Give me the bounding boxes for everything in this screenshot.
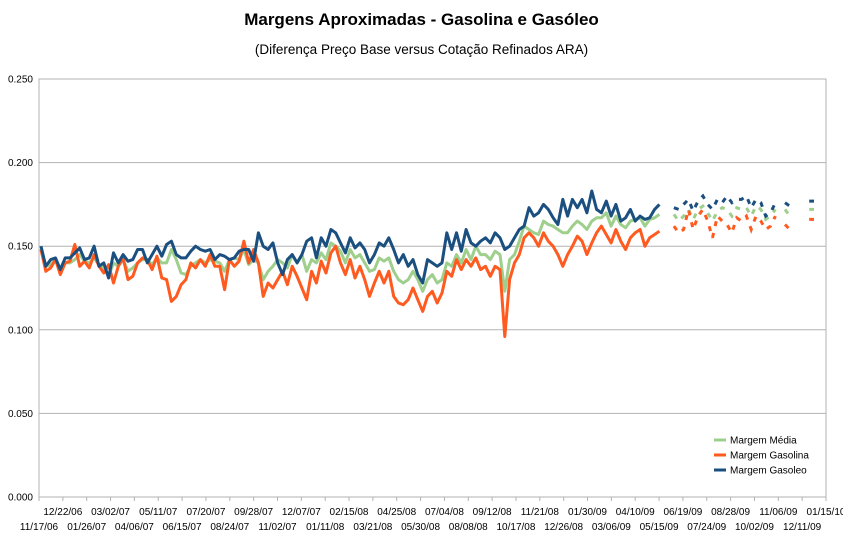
legend-label: Margem Gasoleo [730, 466, 807, 477]
x-tick-label: 11/17/06 [20, 522, 59, 533]
y-tick-label: 0.150 [8, 242, 33, 253]
x-tick-label: 04/10/09 [616, 507, 655, 518]
x-tick-label: 12/26/08 [544, 522, 583, 533]
x-tick-label: 01/11/08 [306, 522, 345, 533]
y-tick-label: 0.200 [8, 158, 33, 169]
gridlines [38, 78, 827, 498]
x-tick-label: 12/22/06 [43, 507, 82, 518]
x-tick-label: 03/21/08 [353, 522, 392, 533]
x-tick-label: 06/19/09 [663, 507, 702, 518]
x-tick-label: 05/11/07 [139, 507, 178, 518]
chart-subtitle: (Diferença Preço Base versus Cotação Ref… [254, 42, 589, 57]
x-axis-ticks: 11/17/06 01/26/07 04/06/07 06/15/07 08/24/07… [20, 497, 843, 533]
series-line-dashed-1 [672, 206, 814, 239]
x-tick-label: 04/25/08 [377, 507, 416, 518]
legend-label: Margem Gasolina [730, 451, 809, 462]
x-tick-label: 02/15/08 [330, 507, 369, 518]
x-tick-label: 09/12/08 [473, 507, 512, 518]
x-tick-label: 11/06/09 [759, 507, 798, 518]
x-tick-label: 11/02/07 [258, 522, 297, 533]
plot-frame [38, 78, 827, 498]
y-tick-label: 0.050 [8, 409, 33, 420]
x-tick-label: 03/02/07 [91, 507, 130, 518]
x-tick-label: 09/28/07 [234, 507, 273, 518]
y-tick-label: 0.000 [8, 493, 33, 504]
x-tick-label: 07/04/08 [425, 507, 464, 518]
y-tick-label: 0.250 [8, 75, 33, 86]
x-tick-label: 11/21/08 [521, 507, 560, 518]
x-tick-label: 05/30/08 [401, 522, 440, 533]
x-tick-label: 01/30/09 [568, 507, 607, 518]
x-tick-label: 10/17/08 [497, 522, 536, 533]
y-axis-ticks: 0.000 0.050 0.100 0.150 0.200 0.250 [8, 75, 33, 504]
series-line-2 [39, 189, 661, 285]
x-tick-label: 08/24/07 [210, 522, 249, 533]
series-line-dashed-0 [672, 203, 814, 225]
x-tick-label: 07/20/07 [186, 507, 225, 518]
series-lines [39, 189, 814, 338]
x-tick-label: 12/07/07 [282, 507, 321, 518]
legend-label: Margem Média [730, 436, 797, 447]
x-tick-label: 07/24/09 [687, 522, 726, 533]
series-line-0 [39, 211, 661, 293]
x-tick-label: 01/15/10 [807, 507, 843, 518]
x-tick-label: 05/15/09 [640, 522, 679, 533]
x-tick-label: 12/11/09 [783, 522, 822, 533]
x-tick-label: 08/08/08 [449, 522, 488, 533]
x-tick-label: 06/15/07 [163, 522, 202, 533]
legend: Margem Média Margem Gasolina Margem Gasole… [714, 436, 809, 477]
x-tick-label: 10/02/09 [735, 522, 774, 533]
x-tick-label: 04/06/07 [115, 522, 154, 533]
x-tick-label: 08/28/09 [711, 507, 750, 518]
chart-title: Margens Aproximadas - Gasolina e Gasóleo [244, 10, 599, 29]
y-tick-label: 0.100 [8, 325, 33, 336]
x-tick-label: 01/26/07 [67, 522, 106, 533]
series-line-1 [39, 224, 661, 338]
x-tick-label: 03/06/09 [592, 522, 631, 533]
series-line-dashed-2 [673, 193, 814, 219]
